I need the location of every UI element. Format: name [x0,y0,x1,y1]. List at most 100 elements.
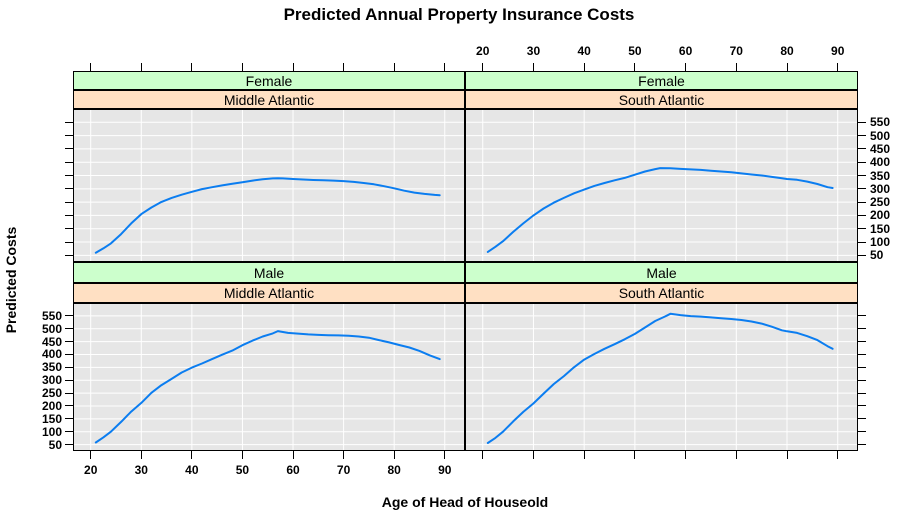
strip-gender: Male [465,262,858,283]
x-tick-top [837,63,839,71]
x-tick-label-bottom: 70 [336,463,351,477]
x-tick-label-bottom: 60 [286,463,300,477]
y-tick-left [65,405,73,407]
y-tick-label-right: 100 [870,235,891,250]
y-tick-right [858,188,866,190]
x-tick-top [343,63,345,71]
y-tick-left [65,121,73,123]
x-tick-label-bottom: 90 [438,463,452,477]
x-tick-label-top: 80 [780,44,794,58]
y-tick-label-right: 400 [870,155,891,170]
y-tick-right [858,175,866,177]
y-tick-left [65,161,73,163]
x-tick-top [140,63,142,71]
y-tick-left [65,341,73,343]
y-tick-label-left: 350 [41,360,62,375]
strip-gender: Male [73,262,465,283]
x-tick-label-top: 40 [577,44,591,58]
x-tick-top [292,63,294,71]
panel-top-left [73,109,465,262]
y-tick-label-left: 550 [41,308,62,323]
x-tick-top [735,63,737,71]
x-tick-top [634,63,636,71]
y-tick-label-right: 500 [870,128,891,143]
y-tick-label-left: 50 [48,437,62,452]
y-tick-left [65,148,73,150]
series-line-top-left [94,177,441,254]
y-tick-right [858,228,866,230]
y-tick-left [65,188,73,190]
x-tick-bottom [786,451,788,459]
y-tick-right [858,405,866,407]
x-tick-bottom [482,451,484,459]
x-tick-bottom [393,451,395,459]
y-tick-label-right: 150 [870,221,891,236]
y-tick-left [65,315,73,317]
y-tick-left [65,135,73,137]
y-tick-label-right: 550 [870,115,891,130]
x-tick-label-bottom: 30 [134,463,148,477]
y-tick-label-right: 450 [870,141,891,156]
y-tick-right [858,353,866,355]
y-tick-left [65,228,73,230]
panel-canvas [466,304,857,450]
y-tick-right [858,418,866,420]
panel-bottom-right [465,303,858,451]
x-axis-title: Age of Head of Houseold [381,494,549,510]
y-tick-left [65,418,73,420]
y-tick-left [65,175,73,177]
strip-gender: Female [73,71,465,90]
x-tick-bottom [583,451,585,459]
y-tick-right [858,254,866,256]
y-tick-left [65,328,73,330]
y-tick-right [858,328,866,330]
strip-region: South Atlantic [465,90,858,109]
y-tick-left [65,201,73,203]
x-tick-top [685,63,687,71]
x-tick-label-bottom: 50 [235,463,250,477]
y-tick-right [858,315,866,317]
panel-top-right [465,109,858,262]
x-tick-bottom [634,451,636,459]
x-tick-bottom [685,451,687,459]
x-tick-label-top: 30 [526,44,541,58]
y-tick-left [65,444,73,446]
series-line-bottom-left [94,330,441,444]
y-tick-right [858,241,866,243]
x-tick-bottom [241,451,243,459]
x-tick-bottom [292,451,294,459]
y-tick-label-right: 250 [870,195,891,210]
x-tick-top [241,63,243,71]
y-tick-right [858,121,866,123]
strip-region: Middle Atlantic [73,90,465,109]
y-tick-left [65,366,73,368]
y-tick-left [65,254,73,256]
x-tick-label-bottom: 80 [387,463,401,477]
y-tick-right [858,392,866,394]
x-tick-bottom [191,451,193,459]
x-tick-label-top: 60 [678,44,693,58]
y-tick-left [65,392,73,394]
strip-region: Middle Atlantic [73,283,465,303]
series-line-top-right [486,167,834,253]
x-tick-label-bottom: 20 [84,463,98,477]
chart-title: Predicted Annual Property Insurance Cost… [283,5,635,24]
y-tick-right [858,379,866,381]
y-tick-label-right: 350 [870,168,891,183]
y-tick-label-left: 500 [41,321,62,336]
y-tick-left [65,353,73,355]
strip-region: South Atlantic [465,283,858,303]
x-tick-label-top: 50 [628,44,642,58]
panel-canvas [74,110,464,261]
y-tick-label-left: 450 [41,334,62,349]
panel-canvas [466,110,857,261]
y-tick-label-right: 300 [870,181,891,196]
y-tick-label-left: 100 [41,424,62,439]
y-tick-left [65,214,73,216]
y-tick-right [858,201,866,203]
y-tick-left [65,431,73,433]
x-tick-bottom [444,451,446,459]
x-tick-top [482,63,484,71]
y-tick-right [858,444,866,446]
